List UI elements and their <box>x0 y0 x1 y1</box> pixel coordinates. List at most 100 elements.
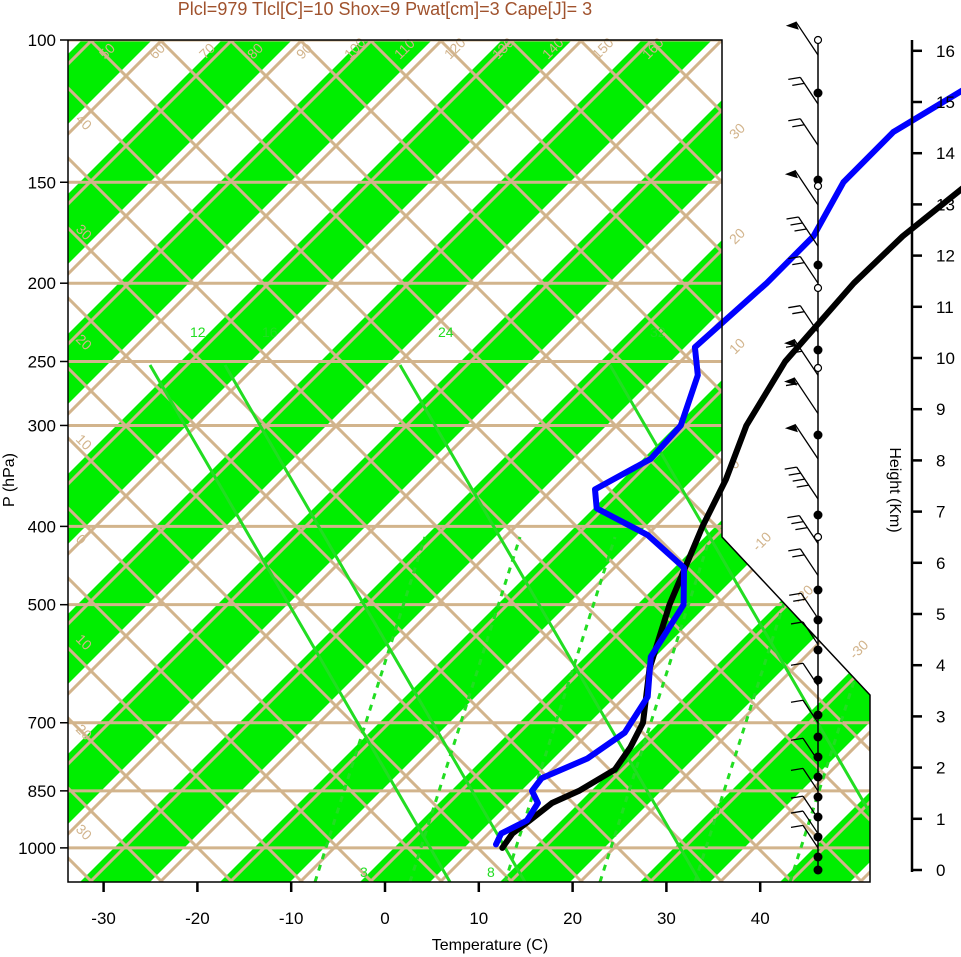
pressure-tick-label: 500 <box>28 596 56 615</box>
wind-barb-feather <box>786 216 799 220</box>
isotherm-labels: 50 60 70 80 90 100 110 120 130 140 150 1603020100-1… <box>73 34 872 880</box>
wind-barb-feather <box>790 767 804 772</box>
isotherm-line <box>68 40 522 882</box>
wind-barb-feather <box>788 472 801 476</box>
isotherm-line <box>68 40 242 882</box>
height-tick-label: 14 <box>936 144 955 163</box>
barb-point-open <box>813 35 823 45</box>
barb-point <box>813 645 823 655</box>
temperature-tick-label: 0 <box>380 909 389 928</box>
isotherm-label: 10 <box>73 431 95 453</box>
barb-point <box>813 510 823 520</box>
barb-point-open <box>813 532 823 542</box>
wind-barb-feather <box>792 478 805 482</box>
temperature-tick-label: 10 <box>469 909 488 928</box>
isotherm-label: -10 <box>749 528 775 554</box>
barb-point <box>813 865 823 875</box>
temperature-tick-label: -10 <box>279 909 304 928</box>
isotherm-line <box>68 40 662 882</box>
mixing-ratio-dashed-line <box>408 536 522 882</box>
adiabat-line <box>68 40 242 882</box>
wind-barb <box>799 256 819 284</box>
wind-barb-feather <box>795 526 808 531</box>
wind-barb-feather <box>794 228 807 232</box>
wind-barb-feather <box>788 305 801 309</box>
wind-barb-feather <box>790 737 804 741</box>
wind-barb <box>794 169 819 206</box>
isotherm-line <box>68 40 452 882</box>
barb-point <box>813 710 823 720</box>
green-band <box>68 40 490 882</box>
mixing-ratio-label: 32 <box>650 324 666 340</box>
barb-point <box>813 752 823 762</box>
barb-point <box>813 732 823 742</box>
wind-barb <box>802 825 819 849</box>
height-tick-label: 5 <box>936 605 945 624</box>
wind-barb-flag <box>784 170 798 179</box>
wind-barb-feather <box>788 76 801 81</box>
wind-barb-feather <box>789 592 802 596</box>
wind-barb <box>794 423 819 460</box>
y-axis-label: P (hPa) <box>1 453 18 507</box>
isotherm-line <box>68 40 382 882</box>
mixing-ratio-dashed-line <box>313 536 427 882</box>
height-tick-label: 1 <box>936 810 945 829</box>
barb-point <box>813 852 823 862</box>
isotherm-line <box>578 40 870 882</box>
wind-barb <box>802 662 819 687</box>
wind-barb-feather <box>792 82 805 87</box>
temperature-tick-label: 40 <box>751 909 770 928</box>
isotherm-line <box>68 40 592 882</box>
height-tick-label: 11 <box>936 298 954 317</box>
wind-barb-flag <box>785 21 799 30</box>
wind-barb <box>795 21 819 56</box>
isotherm-label: -30 <box>846 636 872 662</box>
adiabat-line <box>68 40 522 882</box>
wind-barb-feather <box>790 824 804 829</box>
mixing-ratio-dashed-line <box>598 536 712 882</box>
isotherm-label: 90 <box>293 40 315 62</box>
wind-barb-feather <box>790 621 804 625</box>
mixing-ratio-line <box>223 364 527 882</box>
barb-point <box>813 585 823 595</box>
sounding-profiles <box>493 87 961 851</box>
green-band <box>500 40 870 882</box>
pressure-tick-label: 100 <box>28 31 56 50</box>
temperature-tick-label: 30 <box>657 909 676 928</box>
dewpoint-profile <box>493 87 961 848</box>
pressure-tick-label: 200 <box>28 274 56 293</box>
wind-barb-feather <box>788 548 801 552</box>
wind-barb-feather <box>796 484 809 488</box>
mixing-ratio-label: 24 <box>438 324 454 340</box>
height-tick-label: 10 <box>936 349 955 368</box>
adiabat-line <box>930 40 961 890</box>
wind-barb-feather <box>790 699 804 703</box>
wind-barb-feather <box>784 466 797 470</box>
adiabat-line <box>68 40 312 882</box>
green-band <box>68 40 630 882</box>
mixing-ratio-label: 12 <box>190 324 206 340</box>
height-tick-label: 4 <box>936 656 945 675</box>
pressure-tick-label: 850 <box>28 782 56 801</box>
isotherm-line <box>508 40 870 882</box>
adiabat-line <box>68 40 732 882</box>
wind-barb-feather <box>787 514 800 519</box>
pressure-tick-label: 150 <box>28 173 56 192</box>
barb-point <box>813 792 823 802</box>
height-tick-label: 12 <box>936 247 955 266</box>
barb-point <box>813 345 823 355</box>
wind-barb-feather <box>791 520 804 525</box>
wind-barb-feather <box>792 554 805 558</box>
barb-point <box>813 832 823 842</box>
height-tick-label: 3 <box>936 707 945 726</box>
isotherm-line <box>68 40 732 882</box>
wind-barbs-column <box>784 21 823 875</box>
adiabat-line <box>858 40 870 882</box>
green-band <box>68 40 350 882</box>
height-tick-label: 2 <box>936 759 945 778</box>
wind-barb-feather <box>792 124 805 128</box>
mixing-ratio-label: 8 <box>487 864 495 880</box>
height-tick-label: 6 <box>936 554 945 573</box>
